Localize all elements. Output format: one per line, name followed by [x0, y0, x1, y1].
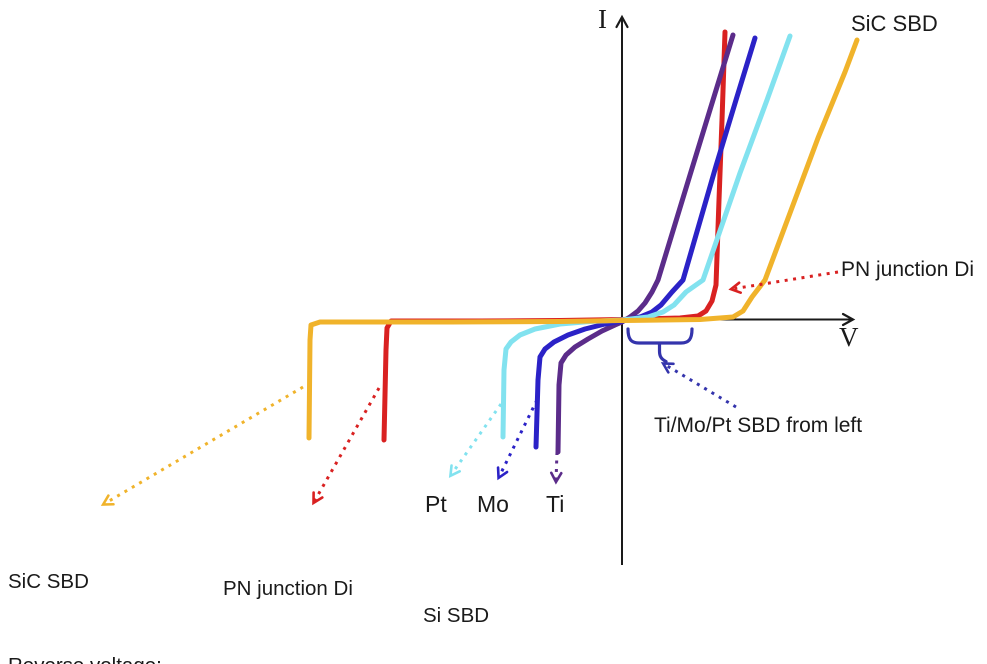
ti-mo-pt-group-label: Ti/Mo/Pt SBD from left [654, 414, 863, 437]
sic-note-line-2: Reverse voltage: [8, 652, 162, 664]
x-axis-label: V [839, 322, 859, 352]
sic-note-line-1: SiC SBD [8, 570, 89, 593]
si-sbd-note: Si SBD Reverse voltage: 30 V to 60 V 100… [423, 546, 865, 664]
pn-junction-note: PN junction Di Reverse voltage: 600 V 12… [223, 519, 377, 664]
curve-sic-sbd [306, 37, 860, 441]
pn-reverse-arrow [312, 387, 381, 506]
sic-sbd-note: SiC SBD Reverse voltage: 1200 V 150℃ to … [8, 512, 162, 664]
sic-reverse-arrow [100, 385, 304, 506]
ti-label-arrow [549, 451, 563, 485]
mo-label: Mo [477, 491, 509, 517]
annotations [100, 270, 839, 506]
pn-note-line-1: PN junction Di [223, 577, 353, 600]
pt-label-arrow [448, 403, 503, 479]
curve-pt-sbd [500, 33, 793, 440]
mo-label-arrow [496, 399, 539, 481]
sic-sbd-curve-label: SiC SBD [851, 11, 938, 36]
si-note-line-1: Si SBD [423, 604, 490, 627]
pn-junction-arrow [728, 270, 839, 294]
pt-label: Pt [425, 491, 447, 517]
ti-mo-pt-brace [626, 327, 694, 364]
curves [306, 29, 860, 455]
pn-junction-curve-label: PN junction Di [841, 258, 975, 281]
ti-label: Ti [546, 491, 565, 517]
pn-note-line-2: Reverse voltage: [223, 659, 377, 664]
y-axis-label: I [598, 4, 607, 34]
timopt-pointer-arrow [660, 362, 737, 409]
